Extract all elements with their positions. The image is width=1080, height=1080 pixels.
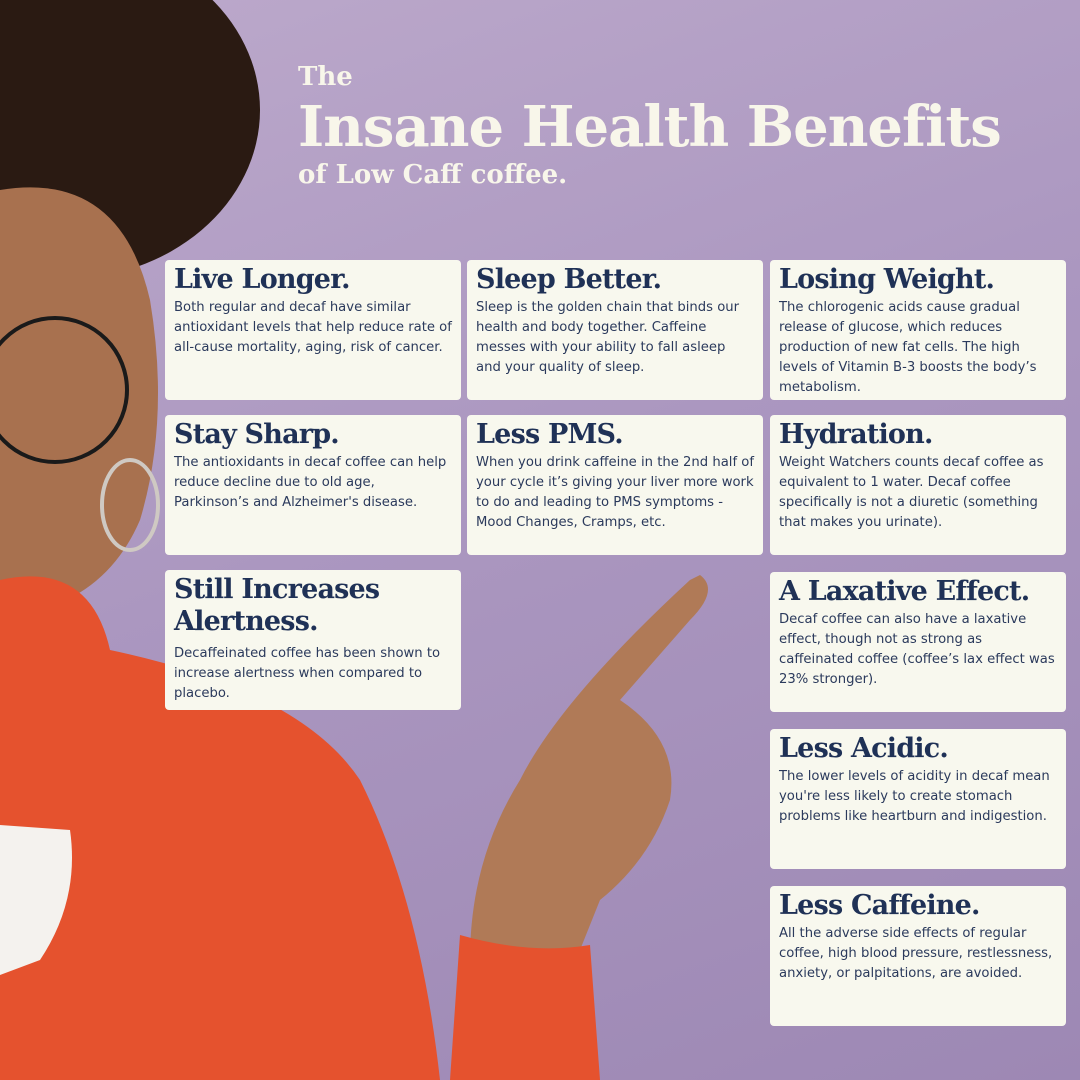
card-title: Losing Weight. — [779, 264, 995, 295]
headline: The Insane Health Benefits of Low Caff c… — [298, 60, 1002, 190]
card-body: Weight Watchers counts decaf coffee as e… — [779, 455, 1044, 530]
hair — [0, 0, 260, 280]
glasses-icon — [0, 316, 129, 464]
card-title: Less Acidic. — [779, 733, 949, 764]
card-title: Live Longer. — [174, 264, 351, 295]
title-line-2: Insane Health Benefits — [298, 94, 1002, 160]
card-body: When you drink caffeine in the 2nd half … — [476, 455, 754, 530]
pointing-hand — [470, 575, 708, 960]
card-body: All the adverse side effects of regular … — [779, 926, 1053, 981]
card-title: Sleep Better. — [476, 264, 662, 295]
card-stay-sharp: Stay Sharp. The antioxidants in decaf cof… — [165, 415, 461, 555]
card-body: The chlorogenic acids cause gradual rele… — [779, 300, 1037, 395]
card-hydration: Hydration. Weight Watchers counts decaf c… — [770, 415, 1066, 555]
card-body: Decaffeinated coffee has been shown to i… — [174, 646, 441, 701]
card-title: A Laxative Effect. — [779, 576, 1030, 607]
card-body: Decaf coffee can also have a laxative ef… — [779, 612, 1055, 687]
card-less-pms: Less PMS. When you drink caffeine in the … — [467, 415, 763, 555]
card-less-caffeine: Less Caffeine. All the adverse side effec… — [770, 886, 1066, 1026]
face — [0, 187, 158, 611]
card-live-longer: Live Longer. Both regular and decaf have … — [165, 260, 461, 400]
card-title: Stay Sharp. — [174, 419, 340, 450]
card-body: Both regular and decaf have similar anti… — [174, 300, 452, 355]
card-alertness: Still Increases Alertness. Decaffeinated … — [165, 570, 461, 710]
card-title: Less PMS. — [476, 419, 624, 450]
card-losing-weight: Losing Weight. The chlorogenic acids caus… — [770, 260, 1066, 400]
card-sleep-better: Sleep Better. Sleep is the golden chain t… — [467, 260, 763, 400]
card-less-acidic: Less Acidic. The lower levels of acidity … — [770, 729, 1066, 869]
sleeve — [450, 935, 600, 1080]
card-body: Sleep is the golden chain that binds our… — [476, 300, 740, 375]
card-title: Less Caffeine. — [779, 890, 980, 921]
card-laxative-effect: A Laxative Effect. Decaf coffee can also … — [770, 572, 1066, 712]
card-body: The lower levels of acidity in decaf mea… — [779, 769, 1050, 824]
title-line-3: of Low Caff coffee. — [298, 160, 568, 190]
coffee-cup — [0, 825, 72, 975]
card-title: Still Increases Alertness. — [174, 574, 380, 637]
title-line-1: The — [298, 62, 353, 92]
card-title: Hydration. — [779, 419, 933, 450]
card-body: The antioxidants in decaf coffee can hel… — [174, 455, 447, 510]
neck — [0, 590, 70, 650]
earring — [100, 458, 160, 552]
